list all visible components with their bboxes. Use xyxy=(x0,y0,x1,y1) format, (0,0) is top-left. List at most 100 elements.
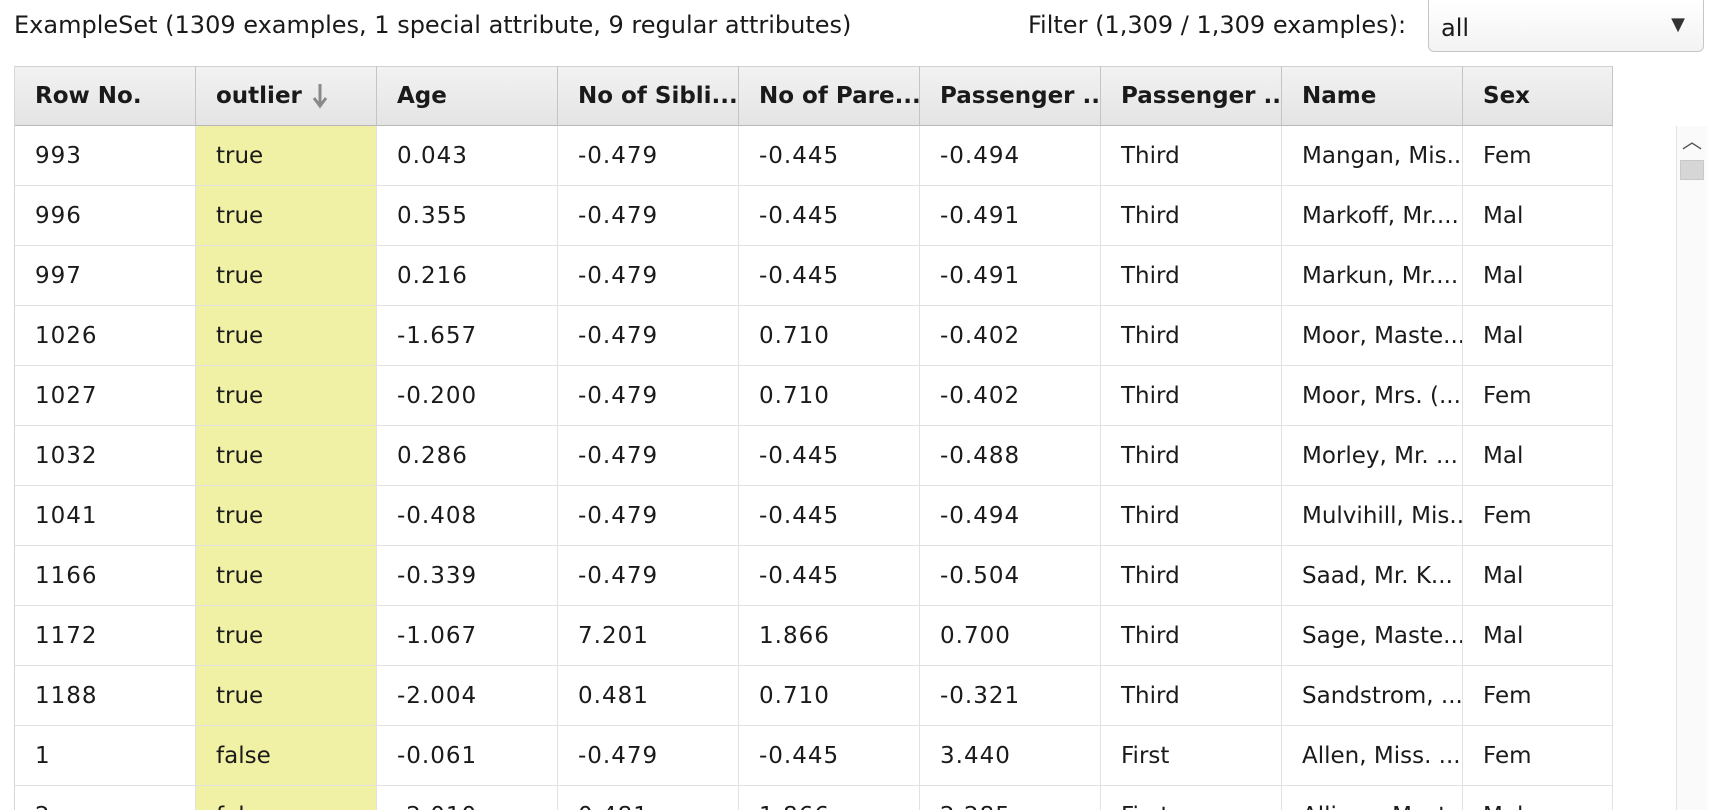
cell-age: -2.004 xyxy=(377,666,558,726)
cell-name: Allen, Miss. ... xyxy=(1282,726,1463,786)
cell-no-of-siblings: 0.481 xyxy=(558,666,739,726)
table-row[interactable]: 2false-2.0100.4811.8662.285FirstAllison,… xyxy=(15,786,1677,810)
cell-age: -0.408 xyxy=(377,486,558,546)
cell-row-no: 1172 xyxy=(15,606,196,666)
cell-row-no: 1 xyxy=(15,726,196,786)
cell-name: Sage, Maste... xyxy=(1282,606,1463,666)
cell-sex: Fem xyxy=(1463,126,1613,186)
column-header-row-no[interactable]: Row No. xyxy=(15,66,196,126)
table-row[interactable]: 997 true 0.216 -0.479 -0.445 -0.491 Third Marku… xyxy=(15,246,1677,306)
column-header-label: Row No. xyxy=(35,83,142,109)
cell-outlier: true xyxy=(196,306,377,366)
data-table: Row No. outlier Age No of Sibli... No of Par… xyxy=(14,66,1677,810)
table-row[interactable]: 1172 true -1.067 7.201 1.866 0.700 Third Sage, … xyxy=(15,606,1677,666)
cell-row-no: 2 xyxy=(15,786,196,810)
column-header-label: No of Pare... xyxy=(759,83,920,109)
cell-passenger-fare: -0.494 xyxy=(920,126,1101,186)
cell-no-of-parents: -0.445 xyxy=(739,186,920,246)
cell-no-of-parents: -0.445 xyxy=(739,126,920,186)
column-header-age[interactable]: Age xyxy=(377,66,558,126)
cell-sex: Mal xyxy=(1463,186,1613,246)
cell-row-no: 1166 xyxy=(15,546,196,606)
cell-passenger-class: Third xyxy=(1101,426,1282,486)
column-header-label: Passenger ... xyxy=(1121,83,1282,109)
cell-outlier: false xyxy=(196,726,377,786)
cell-passenger-class: Third xyxy=(1101,486,1282,546)
cell-age: 0.043 xyxy=(377,126,558,186)
cell-age: -0.061 xyxy=(377,726,558,786)
table-row[interactable]: 1027 true -0.200 -0.479 0.710 -0.402 Third Moor… xyxy=(15,366,1677,426)
filter-dropdown-value: all xyxy=(1441,14,1470,42)
cell-no-of-parents: -0.445 xyxy=(739,546,920,606)
column-header-name[interactable]: Name xyxy=(1282,66,1463,126)
cell-no-of-parents: -0.445 xyxy=(739,726,920,786)
column-header-passenger-class[interactable]: Passenger ... xyxy=(1101,66,1282,126)
cell-passenger-class: Third xyxy=(1101,666,1282,726)
table-row[interactable]: 1026 true -1.657 -0.479 0.710 -0.402 Third Moor… xyxy=(15,306,1677,366)
scroll-thumb[interactable] xyxy=(1680,160,1704,180)
cell-no-of-parents: -0.445 xyxy=(739,426,920,486)
cell-no-of-siblings: -0.479 xyxy=(558,426,739,486)
cell-row-no: 1188 xyxy=(15,666,196,726)
column-header-sex[interactable]: Sex xyxy=(1463,66,1613,126)
cell-passenger-fare: 2.285 xyxy=(920,786,1101,810)
table-row[interactable]: 1032 true 0.286 -0.479 -0.445 -0.488 Third Morl… xyxy=(15,426,1677,486)
table-row[interactable]: 993 true 0.043 -0.479 -0.445 -0.494 Third Manga… xyxy=(15,126,1677,186)
vertical-scrollbar[interactable]: ︿ xyxy=(1676,126,1707,810)
cell-passenger-class: Third xyxy=(1101,186,1282,246)
cell-passenger-class: Third xyxy=(1101,306,1282,366)
cell-name: Markun, Mr.... xyxy=(1282,246,1463,306)
cell-outlier: true xyxy=(196,366,377,426)
cell-sex: Fem xyxy=(1463,666,1613,726)
cell-outlier: true xyxy=(196,546,377,606)
scroll-up-icon[interactable]: ︿ xyxy=(1682,129,1702,153)
column-header-passenger-fare[interactable]: Passenger ... xyxy=(920,66,1101,126)
cell-name: Mangan, Mis... xyxy=(1282,126,1463,186)
table-row[interactable]: 1188 true -2.004 0.481 0.710 -0.321 Third Sands… xyxy=(15,666,1677,726)
cell-row-no: 1041 xyxy=(15,486,196,546)
cell-outlier: false xyxy=(196,786,377,810)
cell-no-of-siblings: -0.479 xyxy=(558,726,739,786)
cell-sex: Mal xyxy=(1463,426,1613,486)
cell-no-of-siblings: -0.479 xyxy=(558,186,739,246)
cell-passenger-class: Third xyxy=(1101,246,1282,306)
cell-row-no: 993 xyxy=(15,126,196,186)
column-header-outlier[interactable]: outlier xyxy=(196,66,377,126)
cell-outlier: true xyxy=(196,246,377,306)
cell-age: -1.657 xyxy=(377,306,558,366)
cell-row-no: 1026 xyxy=(15,306,196,366)
column-header-no-of-parents[interactable]: No of Pare... xyxy=(739,66,920,126)
cell-row-no: 1032 xyxy=(15,426,196,486)
column-header-label: Passenger ... xyxy=(940,83,1101,109)
cell-passenger-class: First xyxy=(1101,726,1282,786)
cell-no-of-parents: 1.866 xyxy=(739,786,920,810)
cell-name: Moor, Maste... xyxy=(1282,306,1463,366)
filter-dropdown[interactable]: all ▼ xyxy=(1428,0,1704,52)
cell-age: -2.010 xyxy=(377,786,558,810)
cell-no-of-siblings: -0.479 xyxy=(558,486,739,546)
cell-outlier: true xyxy=(196,426,377,486)
cell-passenger-class: Third xyxy=(1101,366,1282,426)
cell-passenger-fare: -0.491 xyxy=(920,186,1101,246)
cell-no-of-parents: 0.710 xyxy=(739,366,920,426)
column-header-no-of-siblings[interactable]: No of Sibli... xyxy=(558,66,739,126)
cell-passenger-class: Third xyxy=(1101,546,1282,606)
cell-row-no: 997 xyxy=(15,246,196,306)
table-row[interactable]: 1166 true -0.339 -0.479 -0.445 -0.504 Third Saa… xyxy=(15,546,1677,606)
table-row[interactable]: 1041 true -0.408 -0.479 -0.445 -0.494 Third Mul… xyxy=(15,486,1677,546)
example-set-summary: ExampleSet (1309 examples, 1 special att… xyxy=(14,11,852,39)
column-header-label: Age xyxy=(397,83,447,109)
cell-row-no: 1027 xyxy=(15,366,196,426)
cell-row-no: 996 xyxy=(15,186,196,246)
column-header-label: outlier xyxy=(216,83,302,109)
cell-no-of-parents: 0.710 xyxy=(739,306,920,366)
table-row[interactable]: 1 false -0.061 -0.479 -0.445 3.440 First Allen,… xyxy=(15,726,1677,786)
cell-sex: Fem xyxy=(1463,726,1613,786)
cell-passenger-class: First xyxy=(1101,786,1282,810)
table-row[interactable]: 996 true 0.355 -0.479 -0.445 -0.491 Third Marko… xyxy=(15,186,1677,246)
cell-passenger-fare: -0.402 xyxy=(920,306,1101,366)
cell-no-of-siblings: -0.479 xyxy=(558,366,739,426)
chevron-down-icon: ▼ xyxy=(1671,14,1685,35)
cell-age: -0.200 xyxy=(377,366,558,426)
cell-outlier: true xyxy=(196,606,377,666)
